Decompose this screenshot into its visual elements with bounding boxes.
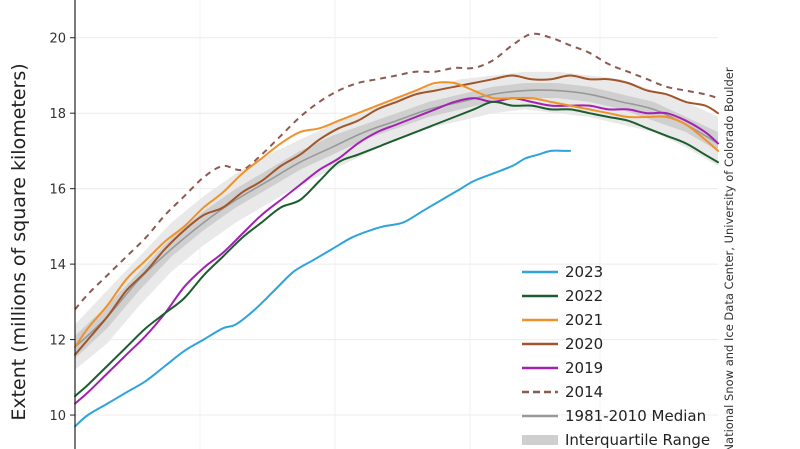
range-bands [75,71,718,370]
legend: 2023 2022 2021 2020 2019 2014 1981-2010 Median… [522,263,710,449]
legend-label-2022: 2022 [565,287,603,305]
series-line-median [74,89,719,348]
credit-text: National Snow and Ice Data Center, Unive… [722,67,736,449]
y-tick-label-10: 10 [49,409,66,424]
series-line-2020 [74,74,719,356]
y-tick-label-12: 12 [49,334,66,349]
legend-label-median: 1981-2010 Median [565,407,706,425]
legend-label-2021: 2021 [565,311,603,329]
y-tick-label-20: 20 [49,32,66,47]
legend-label-2023: 2023 [565,263,603,281]
legend-label-2019: 2019 [565,359,603,377]
legend-item-median: 1981-2010 Median [522,407,706,425]
legend-item-2022: 2022 [522,287,603,305]
legend-label-2020: 2020 [565,335,603,353]
series-lines [74,32,719,428]
legend-label-iqr: Interquartile Range [565,431,710,449]
series-line-2019 [74,97,719,405]
series-line-2014 [74,32,719,311]
y-tick-label-16: 16 [49,183,66,198]
y-tick-labels: 10 12 14 16 18 20 [49,32,66,424]
legend-item-2014: 2014 [522,383,603,401]
axes [70,0,76,449]
legend-item-iqr: Interquartile Range [522,431,710,449]
legend-item-2021: 2021 [522,311,603,329]
y-tick-label-18: 18 [49,107,66,122]
legend-item-2019: 2019 [522,359,603,377]
legend-swatch-iqr [522,435,558,445]
y-axis-title: Extent (millions of square kilometers) [8,63,30,420]
y-tick-label-14: 14 [49,258,66,273]
interquartile-band [75,83,718,359]
legend-label-2014: 2014 [565,383,603,401]
legend-item-2023: 2023 [522,263,603,281]
series-line-2021 [74,81,719,349]
legend-item-2020: 2020 [522,335,603,353]
series-line-2023 [74,149,572,428]
series-line-2022 [74,100,719,398]
